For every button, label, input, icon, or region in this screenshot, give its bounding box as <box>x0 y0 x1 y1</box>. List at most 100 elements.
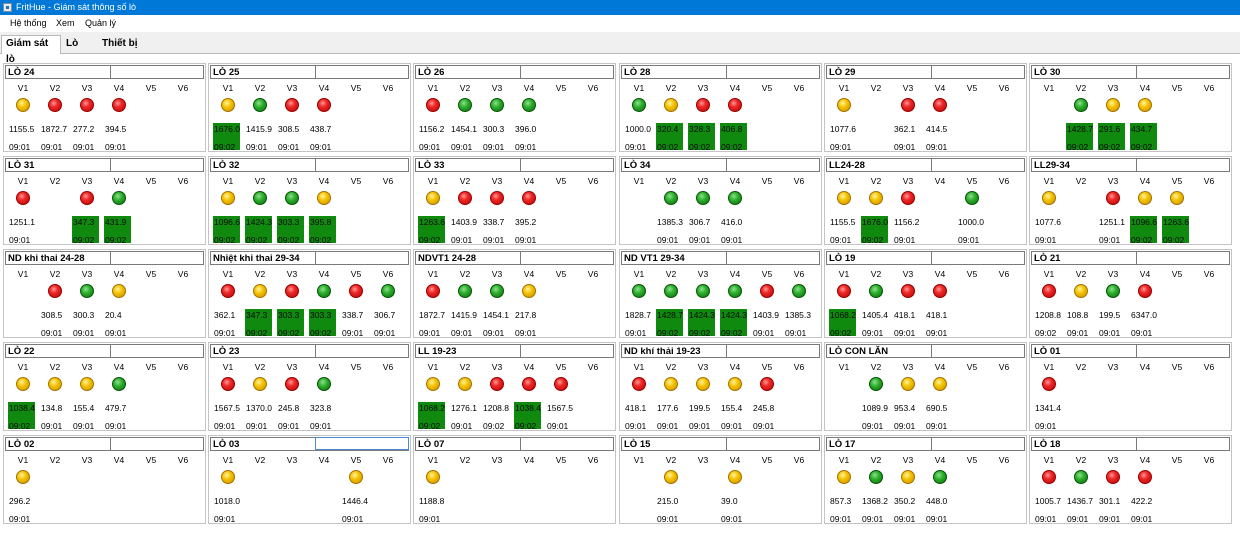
menu-he-thong[interactable]: Hệ thống <box>10 18 47 28</box>
panel-header-field[interactable] <box>1136 344 1230 357</box>
status-lamp-green-icon[interactable] <box>1074 470 1088 484</box>
status-lamp-yellow-icon[interactable] <box>664 377 678 391</box>
status-lamp-yellow-icon[interactable] <box>837 191 851 205</box>
status-lamp-green-icon[interactable] <box>522 98 536 112</box>
status-lamp-green-icon[interactable] <box>664 284 678 298</box>
status-lamp-yellow-icon[interactable] <box>426 470 440 484</box>
status-lamp-red-icon[interactable] <box>522 377 536 391</box>
status-lamp-yellow-icon[interactable] <box>317 191 331 205</box>
status-lamp-yellow-icon[interactable] <box>664 98 678 112</box>
status-lamp-red-icon[interactable] <box>632 377 646 391</box>
status-lamp-yellow-icon[interactable] <box>48 377 62 391</box>
status-lamp-yellow-icon[interactable] <box>426 191 440 205</box>
status-lamp-green-icon[interactable] <box>112 191 126 205</box>
panel-header-field[interactable] <box>520 437 614 450</box>
status-lamp-green-icon[interactable] <box>728 191 742 205</box>
status-lamp-green-icon[interactable] <box>869 470 883 484</box>
status-lamp-green-icon[interactable] <box>869 377 883 391</box>
status-lamp-yellow-icon[interactable] <box>522 284 536 298</box>
status-lamp-red-icon[interactable] <box>1106 470 1120 484</box>
status-lamp-red-icon[interactable] <box>696 98 710 112</box>
panel-header-field[interactable] <box>110 251 204 264</box>
status-lamp-red-icon[interactable] <box>80 191 94 205</box>
status-lamp-red-icon[interactable] <box>490 377 504 391</box>
status-lamp-yellow-icon[interactable] <box>1138 98 1152 112</box>
panel-header-field[interactable] <box>1136 65 1230 78</box>
status-lamp-red-icon[interactable] <box>426 98 440 112</box>
status-lamp-yellow-icon[interactable] <box>1074 284 1088 298</box>
status-lamp-yellow-icon[interactable] <box>80 377 94 391</box>
panel-header-field[interactable] <box>726 251 820 264</box>
status-lamp-green-icon[interactable] <box>112 377 126 391</box>
panel-header-field[interactable] <box>931 65 1025 78</box>
status-lamp-yellow-icon[interactable] <box>1042 191 1056 205</box>
status-lamp-red-icon[interactable] <box>80 98 94 112</box>
status-lamp-green-icon[interactable] <box>696 191 710 205</box>
status-lamp-yellow-icon[interactable] <box>253 284 267 298</box>
status-lamp-red-icon[interactable] <box>112 98 126 112</box>
status-lamp-red-icon[interactable] <box>285 377 299 391</box>
status-lamp-yellow-icon[interactable] <box>112 284 126 298</box>
status-lamp-red-icon[interactable] <box>458 191 472 205</box>
panel-header-field[interactable] <box>110 437 204 450</box>
status-lamp-green-icon[interactable] <box>490 98 504 112</box>
panel-header-field[interactable] <box>315 251 409 264</box>
status-lamp-yellow-icon[interactable] <box>696 377 710 391</box>
status-lamp-red-icon[interactable] <box>349 284 363 298</box>
panel-header-field[interactable] <box>726 437 820 450</box>
status-lamp-red-icon[interactable] <box>285 284 299 298</box>
status-lamp-red-icon[interactable] <box>901 284 915 298</box>
status-lamp-green-icon[interactable] <box>1106 284 1120 298</box>
status-lamp-green-icon[interactable] <box>253 191 267 205</box>
status-lamp-green-icon[interactable] <box>792 284 806 298</box>
status-lamp-red-icon[interactable] <box>48 98 62 112</box>
status-lamp-green-icon[interactable] <box>458 284 472 298</box>
status-lamp-yellow-icon[interactable] <box>1106 98 1120 112</box>
status-lamp-red-icon[interactable] <box>933 284 947 298</box>
status-lamp-yellow-icon[interactable] <box>728 377 742 391</box>
panel-header-field[interactable] <box>1136 158 1230 171</box>
status-lamp-green-icon[interactable] <box>696 284 710 298</box>
status-lamp-yellow-icon[interactable] <box>221 191 235 205</box>
panel-header-field[interactable] <box>931 158 1025 171</box>
status-lamp-yellow-icon[interactable] <box>1138 191 1152 205</box>
status-lamp-yellow-icon[interactable] <box>16 377 30 391</box>
status-lamp-red-icon[interactable] <box>760 377 774 391</box>
status-lamp-yellow-icon[interactable] <box>664 470 678 484</box>
status-lamp-green-icon[interactable] <box>664 191 678 205</box>
panel-header-field[interactable] <box>726 158 820 171</box>
tab-giam-sat-lo[interactable]: Giám sát lò <box>1 35 61 65</box>
panel-header-field[interactable] <box>315 65 409 78</box>
panel-header-field[interactable] <box>110 158 204 171</box>
status-lamp-green-icon[interactable] <box>869 284 883 298</box>
panel-header-field[interactable] <box>931 251 1025 264</box>
status-lamp-yellow-icon[interactable] <box>16 470 30 484</box>
tab-thiet-bi[interactable]: Thiết bị <box>102 38 138 49</box>
status-lamp-red-icon[interactable] <box>1138 470 1152 484</box>
status-lamp-yellow-icon[interactable] <box>728 470 742 484</box>
status-lamp-green-icon[interactable] <box>381 284 395 298</box>
panel-header-field[interactable] <box>726 65 820 78</box>
status-lamp-red-icon[interactable] <box>426 284 440 298</box>
menu-xem[interactable]: Xem <box>56 18 75 28</box>
status-lamp-red-icon[interactable] <box>728 98 742 112</box>
status-lamp-red-icon[interactable] <box>317 98 331 112</box>
status-lamp-red-icon[interactable] <box>901 98 915 112</box>
status-lamp-red-icon[interactable] <box>760 284 774 298</box>
status-lamp-red-icon[interactable] <box>48 284 62 298</box>
status-lamp-yellow-icon[interactable] <box>837 470 851 484</box>
panel-header-field[interactable] <box>110 65 204 78</box>
status-lamp-yellow-icon[interactable] <box>253 377 267 391</box>
status-lamp-red-icon[interactable] <box>522 191 536 205</box>
panel-header-field[interactable] <box>520 158 614 171</box>
status-lamp-green-icon[interactable] <box>285 191 299 205</box>
status-lamp-red-icon[interactable] <box>933 98 947 112</box>
status-lamp-red-icon[interactable] <box>1042 470 1056 484</box>
status-lamp-yellow-icon[interactable] <box>933 377 947 391</box>
status-lamp-red-icon[interactable] <box>1106 191 1120 205</box>
status-lamp-red-icon[interactable] <box>221 284 235 298</box>
status-lamp-yellow-icon[interactable] <box>1170 191 1184 205</box>
status-lamp-green-icon[interactable] <box>253 98 267 112</box>
panel-header-field[interactable] <box>315 344 409 357</box>
status-lamp-yellow-icon[interactable] <box>869 191 883 205</box>
